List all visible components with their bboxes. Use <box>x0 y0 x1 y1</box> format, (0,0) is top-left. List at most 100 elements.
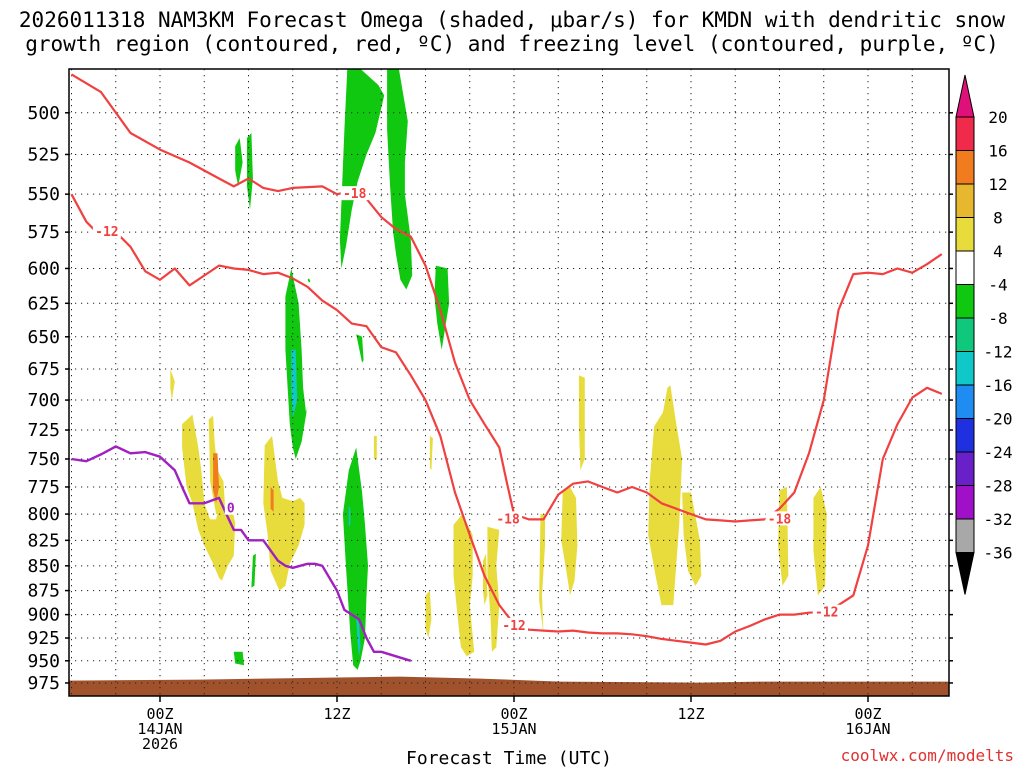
x-tick-label-1-0: 12Z <box>323 705 350 723</box>
omega-region-8 <box>356 334 364 363</box>
omega-region-29 <box>648 385 683 606</box>
colorbar-swatch-10 <box>955 451 975 486</box>
ground-layer <box>69 676 949 696</box>
y-tick-label-800: 800 <box>27 504 60 525</box>
colorbar-swatch-5 <box>955 284 975 319</box>
omega-shading-layer <box>170 69 827 670</box>
x-axis-label: Forecast Time (UTC) <box>406 748 612 768</box>
contour-label-5: -12 <box>815 606 838 621</box>
colorbar-swatch-12 <box>955 518 975 553</box>
y-tick-label-875: 875 <box>27 581 60 602</box>
y-tick-label-750: 750 <box>27 449 60 470</box>
omega-region-14 <box>170 369 175 401</box>
omega-region-26 <box>539 514 545 634</box>
omega-region-31 <box>813 487 827 596</box>
contour-line-layer <box>70 73 943 662</box>
y-tick-label-625: 625 <box>27 293 60 314</box>
omega-region-15 <box>182 414 236 581</box>
omega-region-25 <box>425 590 432 638</box>
x-tick-label-2-1: 15JAN <box>491 720 536 738</box>
freezing-level-contour <box>71 445 412 662</box>
colorbar-label-5: -4 <box>988 276 1007 295</box>
x-tick-label-3-0: 12Z <box>677 705 704 723</box>
y-tick-label-575: 575 <box>27 222 60 243</box>
contour-label-bg-1 <box>340 186 369 201</box>
contour-label-bg-2 <box>494 511 523 526</box>
colorbar-swatch-4 <box>955 250 975 285</box>
dgz-contour-1 <box>764 253 943 521</box>
colorbar: 20 16 12 8 4 -4 -8 -12 -16 -20 -24 -28 -32 -36 <box>955 74 1013 595</box>
y-tick-label-500: 500 <box>27 103 60 124</box>
colorbar-label-1: 16 <box>988 142 1007 161</box>
contour-label-4: -18 <box>768 512 792 527</box>
x-tick-label-0-2: 2026 <box>142 735 178 753</box>
omega-region-0 <box>339 69 385 269</box>
colorbar-swatch-9 <box>955 418 975 453</box>
omega-region-6 <box>307 278 311 283</box>
colorbar-swatch-6 <box>955 317 975 352</box>
contour-label-bg-4 <box>765 511 794 526</box>
contour-label-3: -12 <box>502 619 525 634</box>
omega-region-27 <box>578 375 585 471</box>
y-tick-label-650: 650 <box>27 327 60 348</box>
colorbar-swatch-7 <box>955 351 975 386</box>
colorbar-label-0: 20 <box>988 108 1007 127</box>
colorbar-label-12: -32 <box>984 510 1013 529</box>
contour-label-6: 0 <box>227 502 235 517</box>
colorbar-swatch-3 <box>955 217 975 252</box>
contour-label-2: -18 <box>496 512 520 527</box>
chart-title-line-1: 2026011318 NAM3KM Forecast Omega (shaded… <box>18 8 1006 32</box>
omega-region-17 <box>213 453 219 504</box>
x-tick-label-0-1: 14JAN <box>137 720 182 738</box>
dgz-contour-4 <box>881 386 943 460</box>
ground-shading <box>69 676 949 696</box>
colorbar-label-2: 12 <box>988 175 1007 194</box>
dgz-contour-0 <box>70 73 765 523</box>
colorbar-label-6: -8 <box>988 309 1007 328</box>
y-tick-label-725: 725 <box>27 420 60 441</box>
y-tick-label-950: 950 <box>27 651 60 672</box>
grid-layer <box>69 69 949 696</box>
colorbar-label-9: -20 <box>984 410 1013 429</box>
y-tick-label-900: 900 <box>27 605 60 626</box>
omega-region-21 <box>429 435 433 471</box>
y-tick-label-925: 925 <box>27 628 60 649</box>
omega-region-5 <box>291 349 298 419</box>
y-tick-label-600: 600 <box>27 258 60 279</box>
omega-region-24 <box>453 514 475 657</box>
y-tick-label-675: 675 <box>27 359 60 380</box>
omega-region-13 <box>233 651 245 666</box>
contour-label-layer: -12 -18 -18 -12 -18 -12 0 <box>92 186 841 634</box>
omega-region-19 <box>270 487 274 512</box>
omega-region-9 <box>342 447 368 670</box>
omega-region-30 <box>682 492 702 586</box>
colorbar-swatch-0 <box>955 116 975 151</box>
dgz-contour-2 <box>70 193 515 625</box>
credit-text: coolwx.com/modelts <box>841 746 1014 765</box>
colorbar-swatch-1 <box>955 150 975 185</box>
plot-frame <box>68 68 950 697</box>
contour-label-0: -12 <box>95 225 118 240</box>
colorbar-label-7: -12 <box>984 343 1013 362</box>
contour-label-1: -18 <box>343 187 367 202</box>
contour-label-bg-0 <box>92 224 121 239</box>
colorbar-swatch-2 <box>955 183 975 218</box>
x-tick-label-2-0: 00Z <box>500 705 527 723</box>
y-tick-label-850: 850 <box>27 556 60 577</box>
chart-title-line-2: growth region (contoured, red, ºC) and f… <box>25 32 999 56</box>
omega-region-28 <box>561 487 578 596</box>
omega-region-12 <box>251 553 256 588</box>
x-tick-label-0-0: 00Z <box>146 705 173 723</box>
omega-region-1 <box>387 69 413 290</box>
colorbar-label-13: -36 <box>984 544 1013 563</box>
x-tick-label-4-0: 00Z <box>854 705 881 723</box>
y-tick-label-975: 975 <box>27 673 60 694</box>
omega-region-3 <box>247 133 253 210</box>
colorbar-label-3: 8 <box>993 209 1003 228</box>
y-tick-label-525: 525 <box>27 144 60 165</box>
y-tick-label-775: 775 <box>27 477 60 498</box>
omega-region-18 <box>263 435 305 591</box>
y-tick-label-700: 700 <box>27 390 60 411</box>
